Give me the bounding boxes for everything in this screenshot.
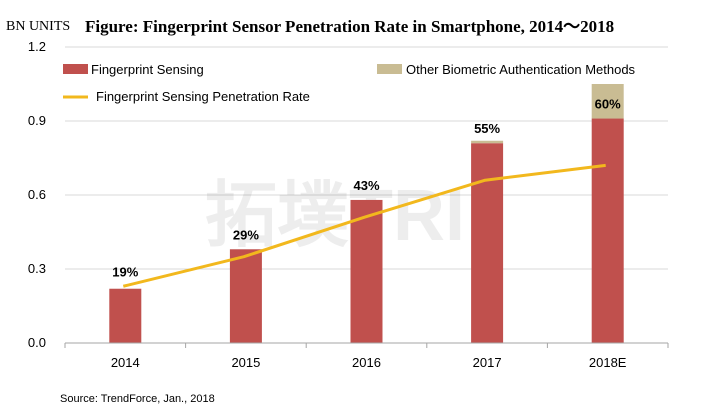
bar-other-biometric — [591, 84, 624, 119]
legend-label-fingerprint-sensing: Fingerprint Sensing — [91, 62, 204, 77]
bar-other-biometric — [471, 140, 504, 144]
penetration-rate-label: 55% — [474, 121, 500, 136]
x-tick-label: 2015 — [231, 355, 260, 370]
legend: Fingerprint Sensing Other Biometric Auth… — [63, 62, 636, 104]
penetration-rate-label: 60% — [595, 97, 621, 112]
penetration-rate-label: 19% — [112, 264, 138, 279]
legend-swatch-other-biometric — [377, 64, 402, 74]
bar-fingerprint-sensing — [229, 249, 262, 343]
watermark-text: 拓墣TRI — [205, 176, 465, 256]
source-note: Source: TrendForce, Jan., 2018 — [60, 393, 215, 405]
y-tick-label: 0.9 — [28, 113, 46, 128]
x-tick-label: 2014 — [111, 355, 140, 370]
x-tick-label: 2018E — [589, 355, 627, 370]
y-tick-label: 0.0 — [28, 335, 46, 350]
legend-label-penetration-rate: Fingerprint Sensing Penetration Rate — [96, 89, 310, 104]
penetration-rate-label: 43% — [353, 178, 379, 193]
penetration-rate-label: 29% — [233, 227, 259, 242]
x-axis: 2014 2015 2016 2017 2018E — [64, 342, 669, 370]
data-labels: 19% 29% 43% 55% 60% — [112, 97, 621, 280]
bar-fingerprint-sensing — [109, 288, 142, 343]
y-axis-unit-label: BN UNITS — [6, 19, 70, 34]
y-tick-labels: 0.0 0.3 0.6 0.9 1.2 — [28, 39, 46, 350]
x-tick-label: 2017 — [473, 355, 502, 370]
y-tick-label: 0.6 — [28, 187, 46, 202]
x-tick-label: 2016 — [352, 355, 381, 370]
y-tick-label: 1.2 — [28, 39, 46, 54]
bar-fingerprint-sensing — [471, 143, 504, 343]
legend-label-other-biometric: Other Biometric Authentication Methods — [406, 62, 636, 77]
y-tick-label: 0.3 — [28, 261, 46, 276]
watermark: 拓墣TRI — [205, 176, 465, 256]
bar-fingerprint-sensing — [350, 199, 383, 343]
bars — [109, 84, 624, 344]
bar-fingerprint-sensing — [591, 118, 624, 344]
chart-title: Figure: Fingerprint Sensor Penetration R… — [85, 17, 614, 36]
penetration-line — [122, 163, 606, 288]
legend-swatch-fingerprint-sensing — [63, 64, 88, 74]
penetration-rate-line — [122, 163, 606, 288]
